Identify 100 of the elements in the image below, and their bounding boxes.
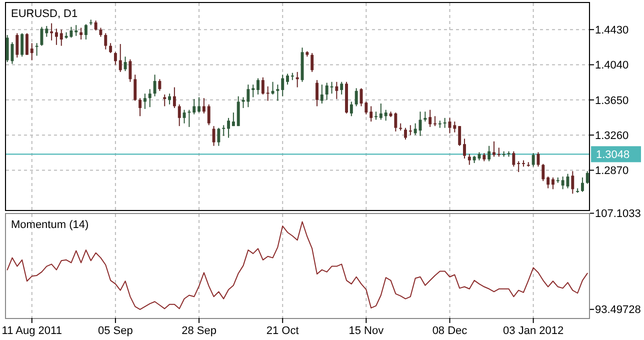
x-tick-label: 28 Sep — [182, 325, 216, 337]
candlestick — [232, 112, 235, 127]
y-tick-label: 1.4040 — [595, 60, 629, 72]
candlestick — [438, 120, 442, 128]
y-tick-label: 1.3650 — [595, 94, 629, 107]
candlestick — [94, 20, 98, 31]
candlestick — [428, 109, 432, 128]
candlestick — [350, 101, 353, 117]
candlestick — [188, 109, 191, 128]
candlestick — [266, 86, 270, 102]
candlestick — [153, 74, 156, 97]
candlestick — [104, 32, 108, 50]
candlestick — [404, 127, 407, 140]
candlestick — [45, 25, 48, 38]
candlestick — [320, 84, 324, 104]
candlestick — [414, 122, 417, 136]
candlestick — [227, 117, 230, 138]
candlestick — [443, 117, 446, 128]
candlestick — [384, 109, 388, 122]
candlestick — [354, 88, 358, 107]
candlestick — [158, 78, 162, 92]
y-tick-label: 107.1033 — [595, 208, 641, 220]
x-tick-label: 05 Sep — [98, 325, 133, 337]
candlestick — [30, 42, 34, 61]
ref-line-label: 1.3048 — [596, 149, 630, 162]
candlestick — [586, 170, 589, 184]
x-tick-label: 03 Jan 2012 — [503, 325, 564, 337]
candlestick — [286, 73, 289, 86]
candlestick — [26, 32, 28, 56]
candlestick — [109, 42, 112, 54]
candlestick — [16, 32, 19, 58]
candlestick — [6, 34, 9, 63]
candlestick — [178, 104, 181, 127]
candlestick — [118, 44, 122, 72]
candlestick — [99, 27, 102, 38]
candlestick — [497, 147, 500, 158]
candlestick — [261, 76, 264, 96]
candlestick — [492, 140, 496, 158]
candlestick — [517, 160, 520, 173]
candlestick — [468, 154, 471, 166]
candlestick — [325, 82, 328, 100]
candlestick — [168, 93, 172, 105]
candlestick — [252, 84, 255, 98]
line-series — [6, 221, 588, 310]
candlestick — [281, 74, 284, 97]
y-tick-label: 93.49728 — [595, 304, 641, 316]
candlestick — [74, 24, 78, 36]
x-tick-label: 11 Aug 2011 — [2, 325, 62, 337]
candlestick — [134, 74, 137, 102]
candlestick — [138, 98, 142, 117]
candlestick — [114, 52, 117, 66]
candlestick — [370, 106, 373, 122]
candlestick — [546, 176, 550, 189]
candlestick — [148, 88, 152, 108]
x-tick-label: 21 Oct — [266, 325, 299, 337]
candlestick — [54, 28, 58, 46]
candlestick — [571, 170, 574, 194]
candlestick — [581, 176, 584, 192]
candlestick — [512, 150, 516, 168]
candlestick — [202, 98, 206, 114]
candlestick — [364, 101, 368, 115]
candlestick — [80, 27, 83, 40]
candlestick — [143, 93, 146, 110]
candlestick — [40, 26, 44, 46]
candlestick — [198, 96, 201, 114]
candlestick — [532, 152, 535, 168]
candlestick — [182, 109, 186, 124]
x-tick-label: 08 Dec — [432, 325, 468, 337]
text: Momentum (14) — [11, 219, 89, 231]
y-tick-label: 1.4430 — [595, 24, 629, 36]
y-tick-label: 1.2870 — [595, 165, 629, 178]
candlestick — [434, 116, 436, 127]
candlestick — [212, 126, 216, 146]
candlestick — [20, 32, 24, 58]
candlestick — [463, 138, 466, 160]
candlestick — [35, 42, 38, 56]
candlestick — [124, 56, 127, 72]
candlestick — [256, 78, 260, 96]
text: EURUSD, D1 — [11, 8, 78, 20]
candlestick — [340, 81, 344, 96]
candlestick — [276, 84, 280, 102]
candlestick — [192, 98, 196, 115]
candlestick — [458, 126, 462, 146]
candlestick — [84, 24, 88, 40]
candlestick — [488, 145, 491, 162]
candlestick — [310, 52, 314, 72]
candlestick — [453, 121, 456, 133]
candlestick — [163, 94, 166, 107]
candlestick — [60, 29, 63, 46]
candlestick — [207, 104, 210, 126]
y-tick-label: 1.3260 — [595, 130, 629, 142]
candlestick — [408, 124, 412, 136]
candlestick — [172, 86, 176, 109]
candlestick — [542, 163, 545, 182]
candlestick — [128, 58, 132, 82]
x-tick-label: 15 Nov — [348, 325, 384, 337]
candlestick — [561, 176, 564, 190]
candlestick — [335, 81, 338, 100]
candlestick — [316, 80, 318, 107]
candlestick — [552, 176, 554, 190]
